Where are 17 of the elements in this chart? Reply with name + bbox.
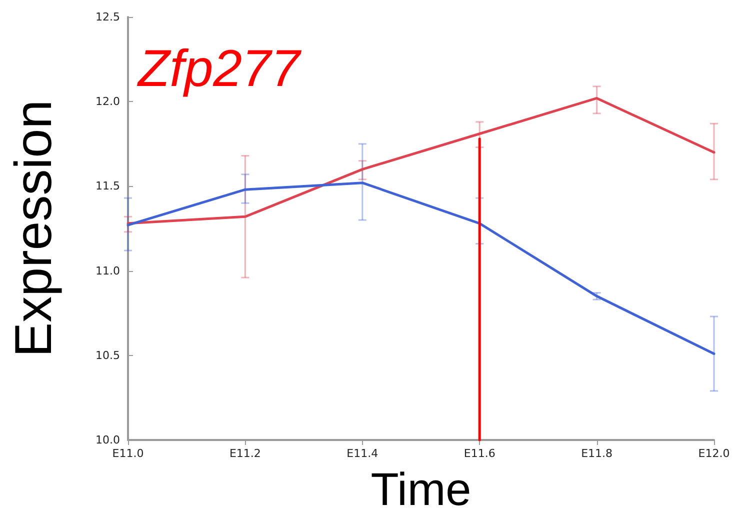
y-tick-label: 12.5 bbox=[96, 10, 120, 24]
x-tick-label: E11.4 bbox=[346, 447, 378, 460]
x-tick-label: E11.8 bbox=[581, 447, 613, 460]
line-series bbox=[126, 182, 716, 355]
y-tick-label: 11.5 bbox=[96, 180, 120, 193]
x-tick-label: E12.0 bbox=[698, 447, 730, 460]
line-series bbox=[126, 96, 716, 225]
y-tick-label: 11.0 bbox=[96, 264, 120, 278]
y-axis-title: Expression bbox=[5, 100, 63, 358]
x-tick-label: E11.6 bbox=[464, 447, 496, 460]
y-tick-label: 10.5 bbox=[96, 348, 120, 362]
x-axis-title: Time bbox=[370, 463, 472, 515]
x-tick-label: E11.0 bbox=[112, 447, 144, 460]
y-tick-label: 10.0 bbox=[96, 434, 120, 446]
x-tick-label: E11.2 bbox=[229, 447, 261, 460]
chart-title: Zfp277 bbox=[136, 40, 302, 98]
y-tick-label: 12.0 bbox=[96, 95, 120, 108]
